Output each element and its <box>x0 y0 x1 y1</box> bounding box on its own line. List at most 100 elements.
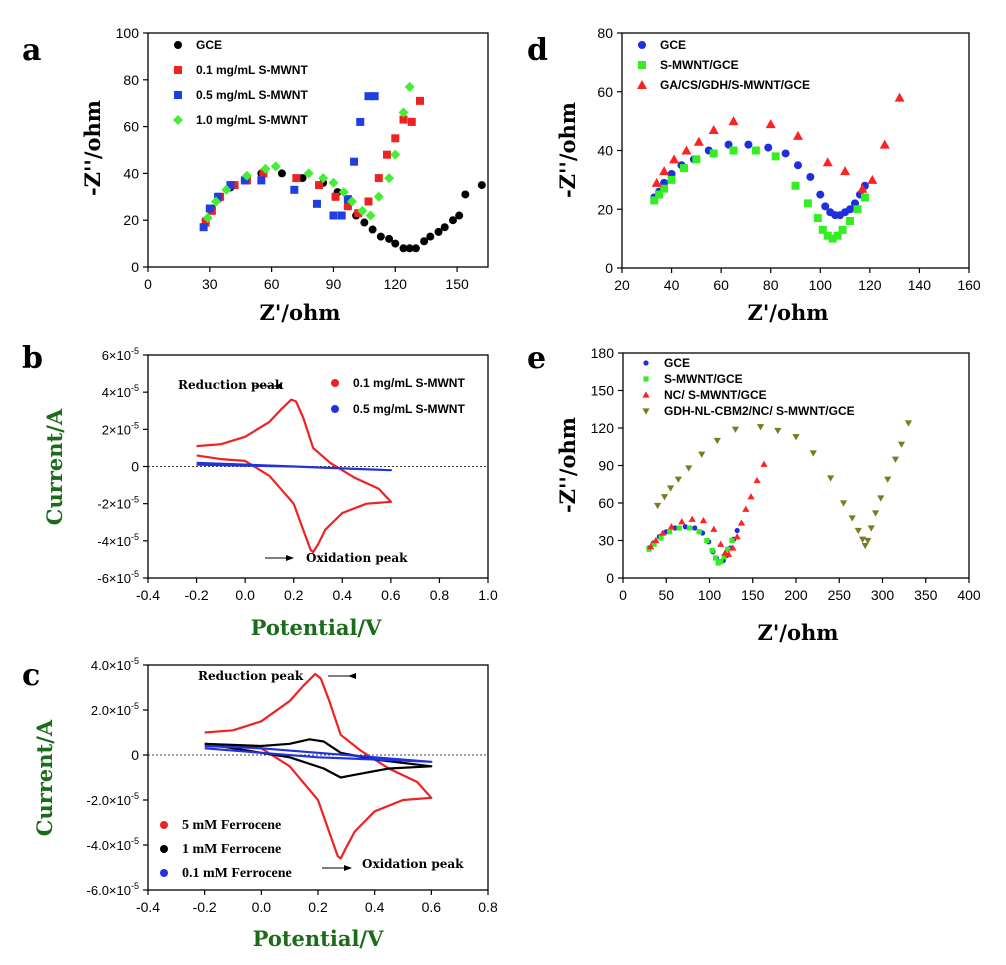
x-tick-label: 140 <box>908 277 932 293</box>
series-3 <box>654 420 913 550</box>
data-point <box>399 115 408 124</box>
legend-label: GCE <box>196 38 222 52</box>
x-tick-label: 120 <box>858 277 882 293</box>
data-point <box>840 166 851 176</box>
y-tick-label: -2.0×10-5 <box>87 791 139 808</box>
y-tick-label: 0 <box>605 260 613 276</box>
data-point <box>846 205 855 214</box>
legend-label: S-MWNT/GCE <box>660 58 739 72</box>
data-point <box>434 227 443 236</box>
x-tick-label: 0.0 <box>252 899 272 915</box>
data-point <box>764 143 773 152</box>
y-axis-title: -Z''/ohm <box>80 100 105 196</box>
x-tick-label: 40 <box>664 277 680 293</box>
y-tick-label: 60 <box>597 84 613 100</box>
data-point <box>354 209 363 218</box>
arrow-head <box>274 383 282 389</box>
data-point <box>737 519 746 526</box>
legend-marker <box>642 408 650 415</box>
oxidation-peak-label: Oxidation peak <box>306 551 408 565</box>
series-2 <box>651 92 905 193</box>
data-point <box>729 146 738 155</box>
panel-b: b -0.4 -0.2 0.0 0.2 0.4 0.6 0.8 1.0 -6×10-5 -4×10-… <box>22 341 498 640</box>
legend-marker <box>331 379 339 387</box>
data-point <box>733 533 741 540</box>
data-point <box>404 81 415 92</box>
data-point <box>894 92 905 102</box>
series-2 <box>199 92 379 232</box>
y-tick-label: 20 <box>123 212 139 228</box>
legend-label: 0.1 mM Ferrocene <box>182 866 292 881</box>
y-tick-label: 20 <box>597 201 613 217</box>
x-tick-label: -0.2 <box>185 587 209 603</box>
data-point <box>792 434 800 441</box>
cv-curve <box>196 461 392 472</box>
series-1 <box>646 525 735 566</box>
data-point <box>857 183 868 193</box>
panel-label: b <box>22 341 43 376</box>
y-tick-label: 40 <box>597 143 613 159</box>
data-point <box>448 216 457 225</box>
data-point <box>781 149 790 158</box>
legend-label: S-MWNT/GCE <box>664 372 743 386</box>
data-point <box>760 460 768 467</box>
data-point <box>687 525 693 531</box>
data-point <box>357 205 368 216</box>
data-point <box>364 197 373 206</box>
y-tick-label: 0 <box>131 259 139 275</box>
data-point <box>867 174 878 184</box>
x-tick-label: 150 <box>445 276 469 292</box>
legend-marker <box>637 80 647 89</box>
panel-a: a 0 30 60 90 120 150 0 20 40 60 80 100 Z'/ohm -Z''/ohm… <box>22 25 489 325</box>
data-point <box>688 515 696 522</box>
data-point <box>678 518 686 525</box>
data-point <box>277 169 286 178</box>
data-point <box>201 218 210 227</box>
x-tick-label: 90 <box>326 276 342 292</box>
x-axis-title: Z'/ohm <box>748 300 829 325</box>
data-point <box>859 536 867 543</box>
panel-d: d20 40 60 80 100 120 140 160020406080Z'/ohm-Z''… <box>527 25 981 325</box>
data-point <box>679 164 688 173</box>
data-point <box>411 244 420 253</box>
y-tick-label: -6×10-5 <box>97 569 139 586</box>
series-3 <box>202 81 415 223</box>
data-point <box>343 195 352 204</box>
data-point <box>390 149 401 160</box>
legend-label: GA/CS/GDH/S-MWNT/GCE <box>660 78 810 92</box>
data-point <box>312 199 321 208</box>
cv-curve <box>204 672 433 860</box>
data-point <box>742 505 750 512</box>
data-point <box>654 502 662 510</box>
data-point <box>347 196 357 207</box>
data-point <box>405 244 414 253</box>
data-point <box>729 537 735 544</box>
data-point <box>290 185 299 194</box>
data-point <box>368 225 377 234</box>
series-2 <box>204 744 433 763</box>
legend: GCE S-MWNT/GCE NC/ S-MWNT/GCE GDH-NL-CBM2/N… <box>642 356 855 418</box>
data-point <box>816 190 825 199</box>
data-point <box>420 237 429 246</box>
data-point <box>338 187 349 198</box>
legend-marker <box>174 91 182 99</box>
data-point <box>728 116 739 126</box>
y-tick-label: 4.0×10-5 <box>91 656 139 673</box>
y-tick-label: 2.0×10-5 <box>91 701 139 718</box>
data-point <box>337 211 346 220</box>
data-point <box>257 176 266 185</box>
series-1 <box>196 461 392 472</box>
data-point <box>721 554 727 560</box>
data-point <box>710 525 718 532</box>
legend-label: GCE <box>660 38 686 52</box>
data-point <box>692 525 698 531</box>
data-point <box>729 544 737 551</box>
data-point <box>765 119 776 129</box>
x-axis-title: Z'/ohm <box>758 620 839 645</box>
data-point <box>647 543 655 550</box>
data-point <box>360 218 369 227</box>
data-point <box>774 427 782 435</box>
data-point <box>655 190 664 199</box>
data-point <box>822 157 833 167</box>
